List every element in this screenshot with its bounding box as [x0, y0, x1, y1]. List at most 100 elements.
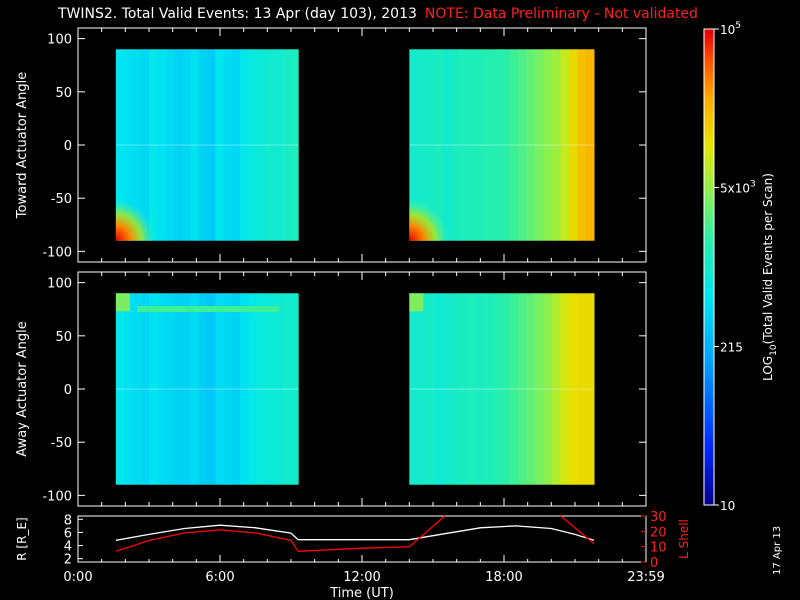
orbit-ylabel-right: L Shell [677, 519, 691, 559]
heatmap-strip-toward-1-0 [409, 49, 419, 241]
colorbar-cell-48 [704, 310, 714, 316]
colorbar-cell-24 [704, 405, 714, 411]
colorbar-cell-62 [704, 255, 714, 260]
heatmap-strip-away-0-7 [173, 293, 183, 485]
colorbar-cell-115 [704, 44, 714, 50]
colorbar-cell-109 [704, 68, 714, 74]
heatmap-strip-away-0-9 [190, 293, 200, 485]
heatmap-strip-away-1-4 [442, 293, 452, 485]
colorbar-cell-20 [704, 421, 714, 427]
colorbar-cell-7 [704, 473, 714, 478]
heatmap-strip-away-0-14 [231, 293, 241, 485]
colorbar-cell-34 [704, 366, 714, 371]
heatmap-strip-away-0-2 [132, 293, 142, 485]
heatmap-strip-away-1-10 [493, 293, 503, 485]
orbit-ytick-label-l-8: 8 [64, 513, 72, 528]
heatmap-strip-toward-0-11 [206, 49, 216, 241]
heatmap-strip-away-0-15 [240, 293, 249, 485]
colorbar-cell-46 [704, 318, 714, 324]
colorbar-cell-95 [704, 124, 714, 129]
heatmap-strip-away-1-3 [434, 293, 444, 485]
heatmap-strip-toward-0-14 [231, 49, 241, 241]
colorbar-cell-71 [704, 219, 714, 224]
colorbar-cell-80 [704, 183, 714, 189]
colorbar-cell-22 [704, 413, 714, 419]
colorbar-cell-119 [704, 29, 714, 34]
heatmap-strip-toward-1-14 [526, 49, 536, 241]
colorbar-cell-43 [704, 330, 714, 335]
heatmap-strip-away-1-0 [409, 293, 419, 485]
heatmap-strip-away-0-3 [140, 293, 150, 485]
colorbar-cell-19 [704, 425, 714, 431]
corner-spot-away-1 [409, 293, 424, 312]
heatmap-strip-away-1-18 [560, 293, 570, 485]
heatmap-strip-toward-0-4 [149, 49, 158, 241]
colorbar-cell-110 [704, 64, 714, 70]
colorbar-cell-40 [704, 342, 714, 347]
colorbar-cell-101 [704, 100, 714, 105]
colorbar-cell-37 [704, 354, 714, 359]
heatmap-strip-away-0-11 [206, 293, 216, 485]
colorbar-cell-100 [704, 104, 714, 109]
heatmap-strip-toward-1-21 [585, 49, 595, 241]
colorbar-cell-56 [704, 278, 714, 284]
colorbar-cell-50 [704, 302, 714, 308]
colorbar-cell-51 [704, 298, 714, 304]
colorbar-cell-69 [704, 227, 714, 232]
colorbar-cell-96 [704, 120, 714, 125]
colorbar-cell-17 [704, 433, 714, 439]
heatmap-strip-toward-1-16 [543, 49, 553, 241]
colorbar-tick-exp-2: 3 [750, 180, 756, 190]
colorbar-cell-41 [704, 338, 714, 343]
colorbar-cell-105 [704, 84, 714, 89]
title-main: TWINS2. Total Valid Events: 13 Apr (day … [58, 6, 417, 22]
colorbar-cell-67 [704, 235, 714, 240]
heatmap-strip-toward-1-15 [535, 49, 545, 241]
heatmap-strip-toward-1-20 [577, 49, 587, 241]
colorbar-label: LOG10(Total Valid Events per Scan) [761, 173, 779, 381]
colorbar-tick-label-1: 215 [720, 340, 743, 354]
colorbar-cell-6 [704, 477, 714, 482]
orbit-ytick-label-l-6: 6 [64, 526, 72, 541]
colorbar-cell-64 [704, 247, 714, 252]
heatmap-strip-toward-1-11 [501, 49, 511, 241]
heatmap-strip-toward-0-5 [157, 49, 167, 241]
heatmap-strip-toward-1-17 [551, 49, 561, 241]
heatmap-strip-toward-0-9 [190, 49, 200, 241]
colorbar-cell-5 [704, 481, 714, 486]
colorbar-cell-91 [704, 140, 714, 145]
colorbar-cell-66 [704, 239, 714, 244]
orbit-ytick-label-r-10: 10 [650, 541, 667, 556]
title-note: NOTE: Data Preliminary - Not validated [424, 6, 698, 22]
hotspot-toward-0 [115, 198, 156, 241]
colorbar-cell-108 [704, 72, 714, 78]
colorbar-cell-99 [704, 108, 714, 113]
colorbar-cell-111 [704, 60, 714, 66]
heatmap-strip-away-0-16 [248, 293, 258, 485]
heatmap-strip-away-0-0 [115, 293, 125, 485]
colorbar-cell-98 [704, 112, 714, 117]
heatmap-strip-away-1-14 [526, 293, 536, 485]
heatmap-strip-toward-0-10 [198, 49, 208, 241]
heatmap-strip-away-1-15 [535, 293, 545, 485]
colorbar-cell-65 [704, 243, 714, 248]
ytick-label-toward--100: -100 [42, 245, 72, 260]
colorbar-cell-88 [704, 151, 714, 157]
colorbar-cell-53 [704, 290, 714, 296]
colorbar-cell-113 [704, 52, 714, 58]
colorbar-label-part-1: 10 [769, 344, 779, 356]
orbit-line-l-shell-1 [560, 515, 595, 545]
ytick-label-toward--50: -50 [51, 192, 72, 207]
colorbar-cell-75 [704, 203, 714, 208]
colorbar-tick-base-2: 5x10 [720, 182, 750, 196]
colorbar-cell-12 [704, 453, 714, 458]
heatmap-strip-toward-1-1 [417, 49, 427, 241]
colorbar-cell-114 [704, 48, 714, 54]
heatmap-strip-toward-0-20 [281, 49, 291, 241]
ylabel-toward: Toward Actuator Angle [15, 72, 30, 219]
colorbar-tick-label-3: 105 [720, 21, 741, 37]
xtick-label-0: 0:00 [63, 570, 92, 585]
colorbar-cell-11 [704, 457, 714, 462]
colorbar-cell-87 [704, 155, 714, 161]
